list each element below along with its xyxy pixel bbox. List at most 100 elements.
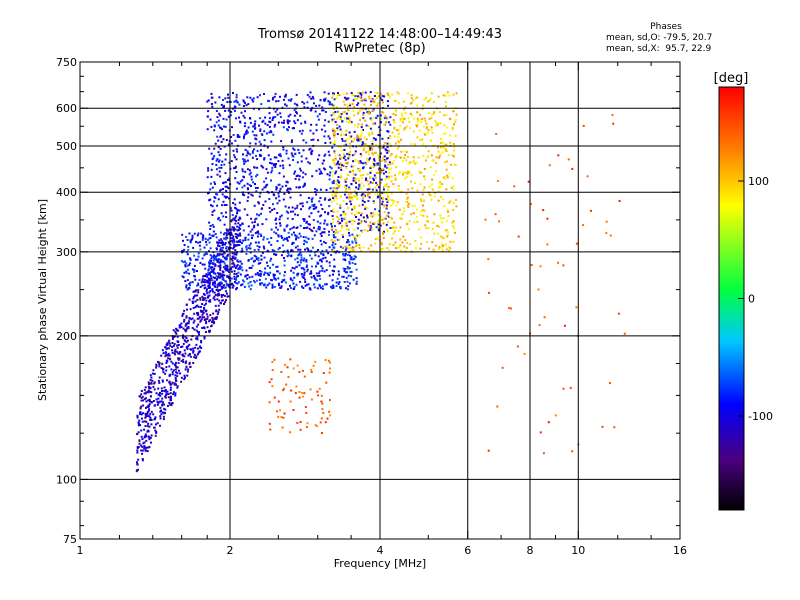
data-point: [306, 264, 308, 267]
data-point: [399, 138, 402, 141]
data-point: [216, 173, 219, 176]
data-point: [216, 253, 219, 255]
data-point: [286, 128, 288, 131]
data-point: [348, 282, 351, 285]
data-point: [378, 126, 381, 129]
data-point: [399, 119, 402, 122]
data-point: [385, 223, 388, 226]
data-point: [322, 372, 325, 374]
data-point: [282, 175, 285, 178]
data-point: [192, 290, 195, 293]
data-point: [430, 183, 433, 186]
data-point: [411, 114, 414, 117]
data-point: [196, 353, 199, 356]
data-point: [333, 151, 336, 154]
data-point: [195, 337, 197, 340]
data-point: [233, 275, 236, 278]
data-point: [317, 118, 320, 121]
data-point: [276, 410, 279, 413]
data-point: [334, 158, 337, 161]
data-point: [188, 317, 191, 320]
data-point: [203, 316, 206, 319]
data-point: [402, 100, 405, 103]
data-point: [393, 126, 396, 129]
data-point: [310, 270, 313, 273]
data-point: [387, 199, 390, 202]
data-point: [201, 278, 204, 281]
data-point: [294, 246, 297, 249]
data-point: [206, 273, 209, 276]
data-point: [290, 249, 293, 252]
data-point: [439, 195, 442, 198]
data-point: [334, 111, 337, 113]
data-point: [278, 199, 281, 202]
data-point: [442, 146, 445, 149]
data-point: [331, 96, 334, 99]
data-point: [165, 343, 168, 346]
data-point: [160, 367, 163, 369]
data-point: [160, 400, 163, 403]
data-point: [324, 283, 327, 286]
data-point: [166, 342, 169, 345]
data-point: [411, 204, 414, 207]
data-point: [385, 198, 388, 201]
data-point: [232, 228, 235, 231]
data-point: [414, 240, 417, 242]
data-point: [321, 162, 324, 165]
data-point: [214, 182, 216, 185]
data-point: [425, 122, 428, 125]
data-point: [345, 177, 348, 180]
data-point: [537, 288, 540, 291]
data-point: [368, 192, 371, 195]
data-point: [245, 104, 248, 107]
data-point: [202, 235, 205, 238]
data-point: [268, 198, 271, 200]
data-point: [300, 267, 303, 270]
data-point: [354, 256, 357, 258]
data-point: [341, 164, 344, 166]
data-point: [302, 218, 305, 220]
data-point: [394, 177, 397, 180]
data-point: [268, 282, 271, 285]
data-point: [260, 270, 263, 273]
data-point: [264, 186, 267, 189]
data-point: [238, 209, 241, 212]
data-point: [197, 305, 200, 308]
data-point: [509, 307, 512, 310]
data-point: [332, 129, 335, 132]
data-point: [247, 233, 250, 236]
data-point: [430, 117, 433, 120]
data-point: [278, 247, 281, 249]
data-point: [252, 100, 255, 103]
data-point: [355, 268, 358, 271]
data-point: [259, 94, 261, 97]
data-point: [495, 133, 498, 135]
data-point: [241, 247, 244, 250]
data-point: [416, 117, 419, 120]
data-point: [353, 205, 356, 208]
data-point: [421, 209, 424, 212]
data-point: [419, 113, 422, 116]
data-point: [269, 259, 272, 262]
data-point: [323, 159, 325, 162]
data-point: [412, 99, 414, 102]
data-point: [404, 239, 407, 242]
data-point: [351, 223, 353, 225]
data-point: [281, 185, 284, 188]
data-point: [318, 272, 320, 275]
data-point: [248, 244, 251, 247]
data-point: [575, 242, 578, 245]
data-point: [378, 186, 380, 189]
data-point: [150, 391, 153, 394]
data-point: [329, 198, 332, 201]
data-point: [328, 371, 331, 374]
data-point: [240, 262, 243, 265]
data-point: [416, 208, 418, 211]
data-point: [384, 115, 387, 118]
data-point: [161, 397, 164, 400]
data-point: [187, 339, 189, 342]
data-point: [343, 149, 346, 151]
data-point: [214, 277, 216, 280]
data-point: [372, 123, 375, 125]
data-point: [246, 168, 249, 171]
